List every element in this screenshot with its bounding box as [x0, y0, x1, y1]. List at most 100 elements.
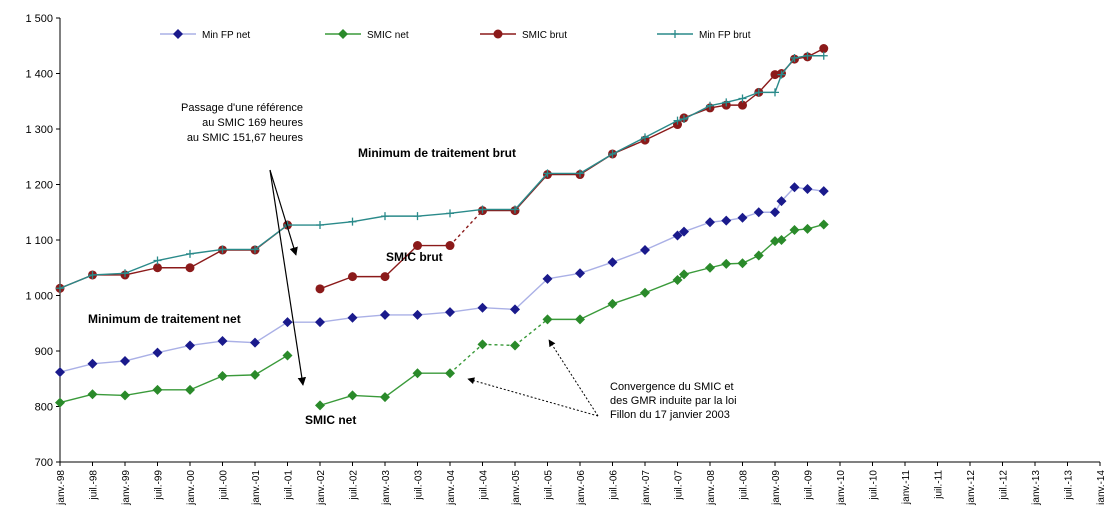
- data-point: [186, 249, 194, 258]
- series-segment: [124, 351, 158, 362]
- series-segment: [417, 311, 451, 316]
- series-segment: [780, 57, 796, 76]
- x-tick-label: juil.-03: [414, 470, 425, 501]
- annotation-smic-net: SMIC net: [305, 413, 356, 427]
- x-tick-label: janv.-00: [186, 470, 197, 506]
- series-segment: [683, 267, 711, 276]
- series-segment: [384, 372, 418, 398]
- data-point: [348, 272, 357, 282]
- data-point: [738, 94, 747, 103]
- series-segment: [644, 279, 678, 294]
- x-tick-label: janv.-04: [446, 470, 457, 506]
- series-segment: [514, 318, 548, 346]
- data-point: [672, 274, 683, 285]
- data-point: [777, 70, 786, 79]
- series-segment: [449, 208, 483, 215]
- x-tick-label: juil.-01: [284, 470, 295, 501]
- x-tick-label: janv.-02: [316, 470, 327, 506]
- series-min-fp-net: [55, 182, 829, 378]
- x-tick-label: juil.-06: [609, 470, 620, 501]
- data-point: [88, 270, 97, 279]
- axes: [59, 18, 1100, 463]
- series-segment: [189, 375, 223, 391]
- x-tick-label: juil.-09: [804, 470, 815, 501]
- annotation-min-brut: Minimum de traitement brut: [358, 146, 516, 160]
- data-point: [478, 205, 487, 214]
- annotation-smic-brut: SMIC brut: [386, 250, 443, 264]
- data-point: [445, 368, 455, 379]
- y-tick-label: 900: [35, 346, 53, 358]
- data-point: [679, 269, 689, 280]
- series-segment: [124, 259, 158, 274]
- x-tick-label: juil.-00: [219, 470, 230, 501]
- data-point: [776, 196, 787, 207]
- data-point: [721, 258, 732, 269]
- data-point: [347, 312, 358, 323]
- series-segment: [612, 136, 646, 155]
- x-tick-label: juil.-08: [739, 470, 750, 501]
- legend-label: SMIC brut: [522, 30, 567, 41]
- y-tick-label: 1 500: [25, 13, 53, 25]
- data-point: [542, 273, 553, 284]
- y-axis-ticks: 700 800 900 1 000 1 100 1 200 1 300 1 400 1 500: [25, 13, 60, 469]
- series-segment: [92, 272, 126, 276]
- series-segment: [449, 210, 484, 247]
- series-segment: [514, 278, 548, 310]
- data-point: [173, 29, 183, 39]
- data-point: [680, 115, 688, 124]
- data-point: [722, 98, 731, 107]
- arrow-conv-2: [548, 339, 599, 417]
- data-point: [282, 317, 293, 328]
- series-segment: [514, 174, 549, 212]
- data-point: [510, 340, 520, 351]
- series-segment: [59, 274, 93, 289]
- data-point: [120, 355, 130, 366]
- series-segment: [579, 303, 613, 320]
- data-point: [250, 337, 260, 348]
- data-point: [338, 29, 348, 39]
- series-segment: [92, 360, 126, 365]
- x-tick-label: janv.-05: [511, 470, 522, 506]
- data-point: [185, 340, 195, 351]
- series-segment: [254, 354, 288, 376]
- data-point: [753, 250, 764, 261]
- data-point: [315, 400, 325, 411]
- series-segment: [579, 153, 613, 175]
- data-point: [282, 350, 293, 361]
- x-tick-label: juil.-98: [89, 470, 100, 501]
- series-segment: [319, 317, 353, 323]
- series-segment: [514, 172, 549, 210]
- series-segment: [449, 343, 483, 374]
- x-tick-label: janv.-13: [1031, 470, 1042, 506]
- x-tick-label: janv.-14: [1096, 470, 1104, 506]
- series-segment: [92, 393, 126, 397]
- x-tick-label: juil.-07: [674, 470, 685, 501]
- annotation-passage-line1: Passage d'une référence: [181, 102, 303, 114]
- x-tick-label: juil.-10: [869, 470, 880, 501]
- data-point: [380, 309, 390, 320]
- series-segment: [222, 340, 256, 344]
- series-layer: [55, 44, 829, 411]
- data-point: [819, 44, 829, 54]
- x-tick-label: janv.-98: [56, 470, 67, 506]
- x-tick-label: janv.-12: [966, 470, 977, 506]
- y-tick-label: 1 200: [25, 180, 53, 192]
- series-segment: [254, 224, 288, 250]
- series-segment: [59, 393, 93, 404]
- annotation-min-net: Minimum de traitement net: [88, 312, 241, 326]
- data-point: [56, 284, 64, 293]
- data-point: [789, 225, 800, 236]
- data-point: [818, 186, 829, 197]
- data-point: [738, 100, 747, 110]
- data-point: [575, 268, 585, 279]
- series-segment: [157, 253, 191, 262]
- data-point: [607, 257, 618, 268]
- y-tick-label: 1 000: [25, 291, 53, 303]
- x-tick-label: janv.-01: [251, 470, 262, 506]
- x-tick-label: janv.-99: [121, 470, 132, 506]
- series-segment: [189, 340, 223, 347]
- data-point: [771, 88, 779, 97]
- data-point: [510, 304, 520, 315]
- series-smic-net: [55, 219, 829, 411]
- x-tick-label: juil.-04: [479, 470, 490, 501]
